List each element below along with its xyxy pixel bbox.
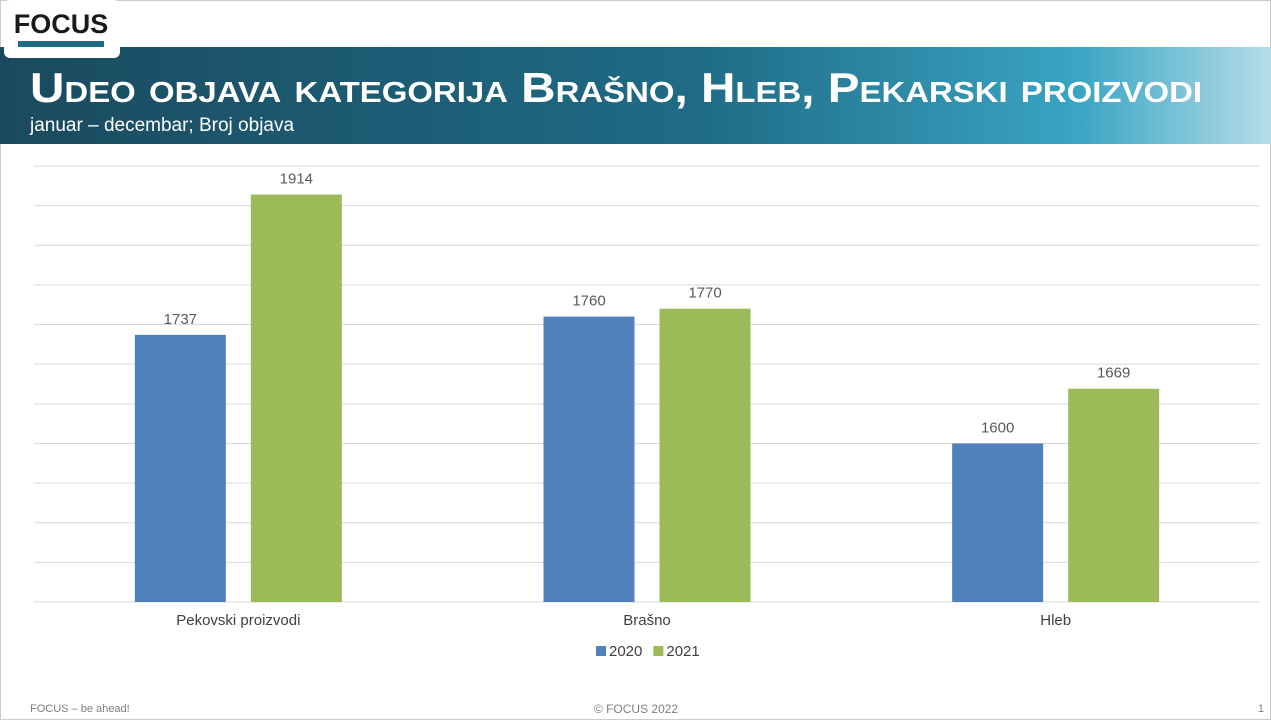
legend-swatch [653,646,664,656]
value-label: 1737 [164,311,197,328]
value-label: 1914 [280,171,313,188]
plot-area: Pekovski proizvodi 1737 1914 Brašno 1760 1770… [34,165,1260,660]
legend-label: 2021 [666,643,699,660]
x-tick-label: Pekovski proizvodi [176,612,300,629]
bar [543,316,635,602]
value-label: 1669 [1097,365,1130,382]
footer-left: FOCUS – be ahead! [30,703,130,715]
bar [250,194,342,602]
logo: FOCUS [14,9,109,39]
legend-label: 2020 [609,643,642,660]
bar [1068,388,1160,602]
value-label: 1600 [981,419,1014,436]
footer-center: © FOCUS 2022 [594,702,679,716]
x-tick-label: Hleb [1040,612,1071,629]
x-tick-label: Brašno [623,612,671,629]
header-band [0,47,1271,144]
logo-bar [18,41,104,47]
value-label: 1760 [572,293,605,310]
page-number: 1 [1258,703,1264,715]
legend-swatch [596,646,606,656]
chart-title: Udeo objava kategorija Brašno, Hleb, Pek… [30,64,1202,111]
bar [134,334,226,602]
chart-subtitle: januar – decembar; Broj objava [29,115,294,136]
bar [659,308,751,602]
value-label: 1770 [688,285,721,302]
bar [952,443,1044,602]
